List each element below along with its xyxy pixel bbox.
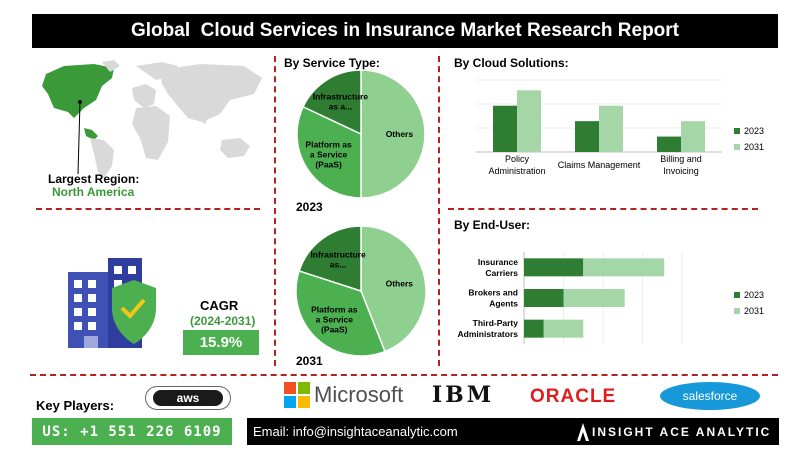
largest-region-value: North America bbox=[52, 185, 135, 199]
legend-label: 2023 bbox=[744, 290, 764, 300]
divider-right bbox=[438, 56, 440, 366]
bar bbox=[563, 289, 625, 307]
oracle-logo: ORACLE bbox=[530, 386, 617, 407]
pie-slice-label: Infrastructure as a... bbox=[313, 92, 369, 112]
section-title-cloud: By Cloud Solutions: bbox=[454, 56, 569, 70]
pie-slice bbox=[295, 269, 386, 357]
category-label: Brokers and Agents bbox=[468, 288, 518, 309]
bar bbox=[493, 105, 517, 152]
category-label: Policy Administration bbox=[488, 154, 545, 176]
cagr-label: CAGR bbox=[200, 298, 239, 313]
pie-slice bbox=[298, 225, 362, 293]
building-shield-icon bbox=[68, 258, 156, 348]
legend-swatch bbox=[734, 292, 740, 298]
pie-slice bbox=[360, 69, 426, 199]
bar bbox=[517, 90, 541, 152]
pie-slice-label: Others bbox=[386, 129, 414, 139]
section-title-service: By Service Type: bbox=[284, 56, 380, 70]
bar bbox=[543, 319, 584, 338]
microsoft-logo: Microsoft bbox=[284, 382, 403, 408]
bar bbox=[524, 319, 544, 338]
phone-number: US: +1 551 226 6109 bbox=[32, 418, 232, 445]
category-label: Claims Management bbox=[558, 160, 641, 170]
legend-swatch bbox=[734, 128, 740, 134]
pie-slice-label: Others bbox=[386, 279, 414, 289]
key-players-label: Key Players: bbox=[36, 398, 115, 413]
divider-left-horizontal bbox=[36, 208, 260, 210]
ibm-logo: IBM bbox=[424, 382, 502, 408]
salesforce-logo: salesforce bbox=[660, 382, 760, 410]
legend-swatch bbox=[734, 308, 740, 314]
legend-label: 2031 bbox=[744, 306, 764, 316]
bar bbox=[599, 105, 623, 152]
legend-label: 2023 bbox=[744, 126, 764, 136]
end-user-chart: Insurance Carriers Brokers and Agents Third-… bbox=[458, 252, 764, 344]
cagr-value: 15.9% bbox=[183, 330, 259, 355]
divider-left bbox=[274, 56, 276, 366]
pie-chart-2023: Others Platform as a Service (PaaS) Infrastr… bbox=[296, 69, 426, 199]
bar bbox=[524, 289, 564, 307]
pie-slice bbox=[296, 105, 362, 199]
bar bbox=[524, 258, 584, 277]
bar bbox=[681, 121, 705, 152]
legend-label: 2031 bbox=[744, 142, 764, 152]
section-title-enduser: By End-User: bbox=[454, 218, 531, 232]
legend-swatch bbox=[734, 144, 740, 150]
brand-name: INSIGHT ACE ANALYTIC bbox=[592, 424, 772, 439]
aws-logo-text: aws bbox=[153, 390, 223, 406]
category-label: Billing and Invoicing bbox=[660, 154, 702, 176]
divider-bottom bbox=[30, 374, 778, 376]
brand-logo-icon bbox=[577, 423, 589, 441]
microsoft-squares-icon bbox=[284, 382, 310, 408]
category-label: Third-Party Administrators bbox=[458, 318, 519, 339]
pie-slice-label: Platform as a Service (PaaS) bbox=[305, 140, 352, 170]
pie-slice bbox=[302, 69, 362, 136]
cagr-period: (2024-2031) bbox=[190, 314, 256, 328]
world-map bbox=[42, 60, 262, 178]
category-label: Insurance Carriers bbox=[478, 257, 518, 278]
pie-slice-label: Platform as a Service (PaaS) bbox=[311, 304, 358, 334]
pie-chart-2031: Others Platform as a Service (PaaS) Infrastr… bbox=[295, 225, 427, 357]
bar bbox=[657, 136, 681, 152]
divider-right-horizontal bbox=[448, 208, 758, 210]
pie-year-2031: 2031 bbox=[296, 354, 323, 368]
pie-year-2023: 2023 bbox=[296, 200, 323, 214]
page-title: Global Cloud Services in Insurance Marke… bbox=[32, 14, 778, 48]
bar bbox=[583, 258, 665, 277]
microsoft-logo-text: Microsoft bbox=[314, 382, 404, 407]
pie-slice-label: Infrastructure as... bbox=[310, 249, 366, 269]
pie-slice bbox=[360, 225, 427, 353]
email-address: Email: info@insightaceanalytic.com bbox=[253, 424, 458, 439]
bar bbox=[575, 121, 599, 152]
footer-bar: Email: info@insightaceanalytic.com INSIG… bbox=[247, 418, 779, 445]
largest-region-label: Largest Region: bbox=[48, 172, 140, 186]
cloud-solutions-chart: Policy Administration Claims Management Bil… bbox=[476, 79, 764, 176]
aws-logo: aws bbox=[145, 386, 231, 410]
